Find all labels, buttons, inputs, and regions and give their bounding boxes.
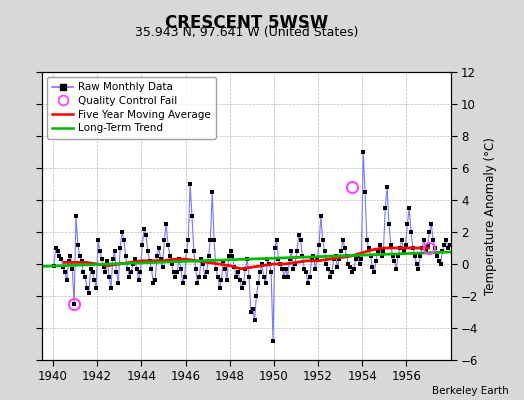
Legend: Raw Monthly Data, Quality Control Fail, Five Year Moving Average, Long-Term Tren: Raw Monthly Data, Quality Control Fail, … xyxy=(47,77,216,138)
Text: 35.943 N, 97.641 W (United States): 35.943 N, 97.641 W (United States) xyxy=(135,26,358,39)
Text: Berkeley Earth: Berkeley Earth xyxy=(432,386,508,396)
Y-axis label: Temperature Anomaly (°C): Temperature Anomaly (°C) xyxy=(484,137,497,295)
Text: CRESCENT 5WSW: CRESCENT 5WSW xyxy=(165,14,328,32)
